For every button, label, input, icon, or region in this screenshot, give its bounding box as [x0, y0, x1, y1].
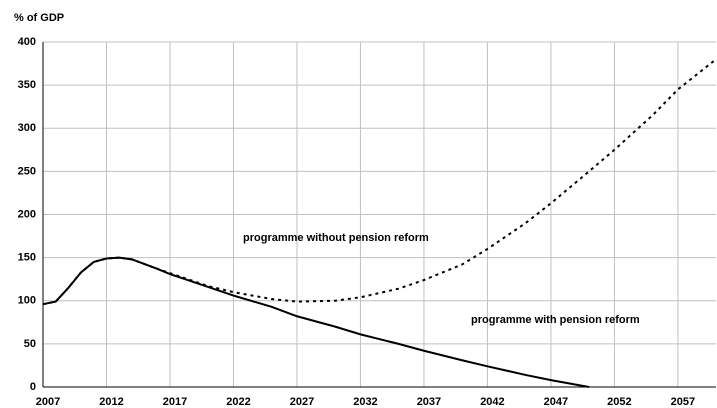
x-tick-label: 2042 — [480, 396, 504, 408]
y-tick-label: 100 — [18, 295, 36, 307]
y-tick-label: 200 — [18, 208, 36, 220]
y-tick-label: 250 — [18, 165, 36, 177]
x-tick-label: 2037 — [417, 396, 441, 408]
x-tick-label: 2032 — [353, 396, 377, 408]
x-tick-label: 2052 — [607, 396, 631, 408]
line — [42, 58, 717, 306]
x-tick-label: 2007 — [36, 396, 60, 408]
x-tick-label: 2022 — [226, 396, 250, 408]
y-tick-label: 300 — [18, 122, 36, 134]
line — [42, 256, 590, 388]
x-tick-label: 2047 — [544, 396, 568, 408]
y-tick-label: 0 — [30, 381, 36, 393]
y-tick-label: 50 — [24, 338, 36, 350]
series-label: programme without pension reform — [243, 232, 429, 244]
x-tick-label: 2057 — [671, 396, 695, 408]
series-label: programme with pension reform — [471, 314, 640, 326]
plot: 0 50 100 150 200 250 300 350 400 2007 2012 2017 2022… — [18, 36, 717, 408]
x-tick-label: 2017 — [163, 396, 187, 408]
x-tick-label: 2012 — [99, 396, 123, 408]
y-tick-label: 350 — [18, 79, 36, 91]
x-tick-label: 2027 — [290, 396, 314, 408]
y-tick-label: 150 — [18, 252, 36, 264]
y-tick-label: 400 — [18, 36, 36, 48]
y-axis-label: % of GDP — [14, 12, 64, 24]
